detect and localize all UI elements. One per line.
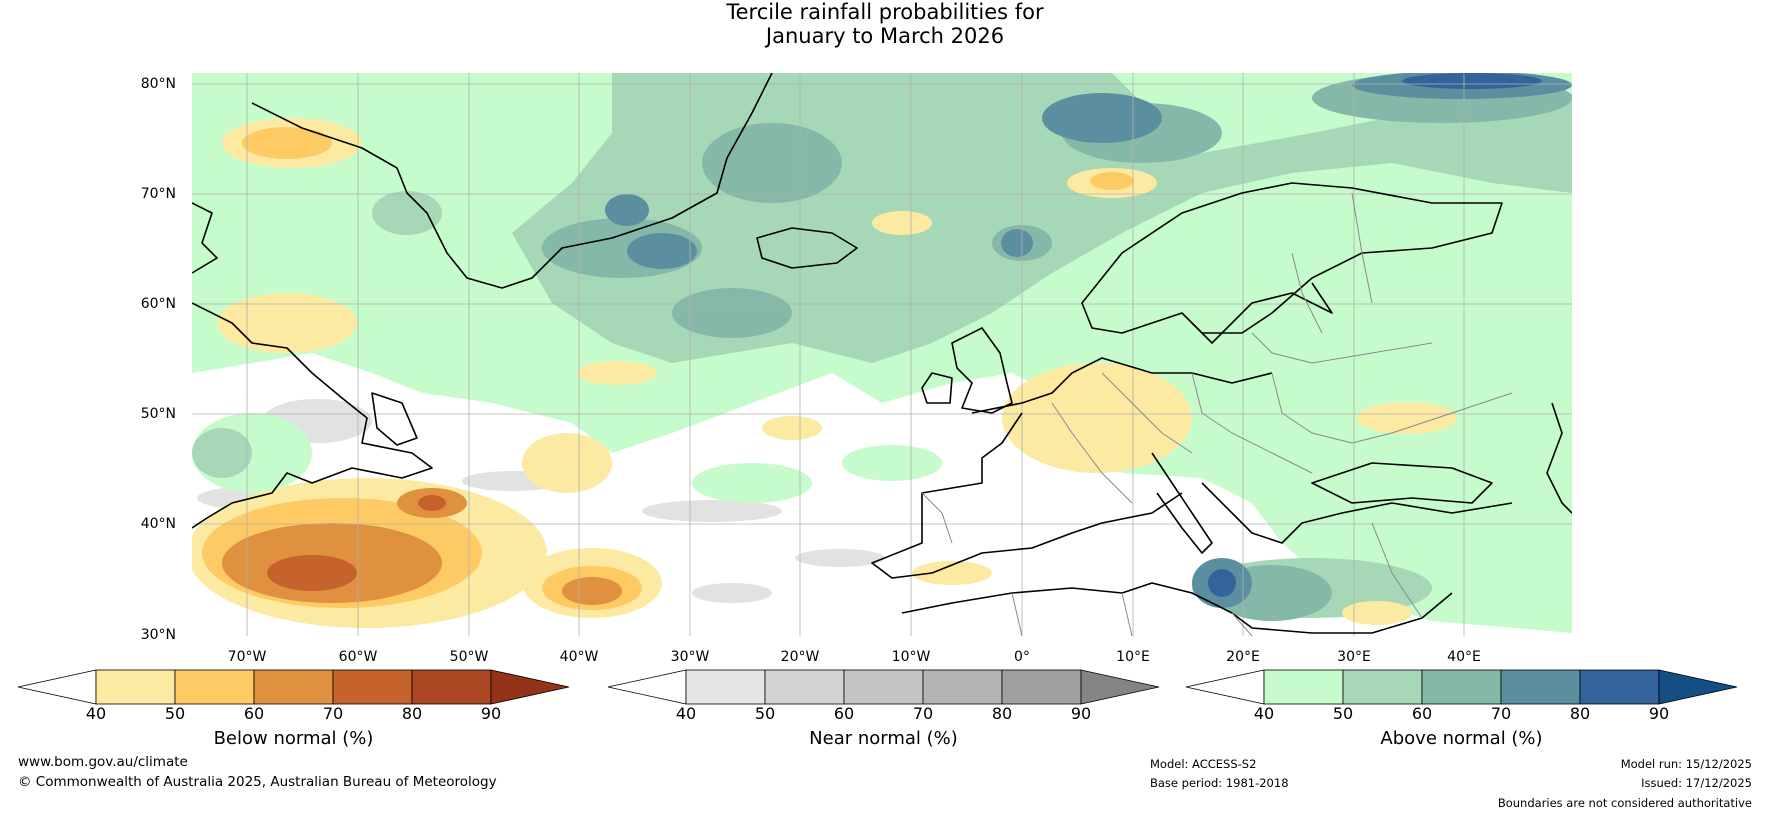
colorbar-high-extend [1080,669,1160,705]
colorbar-tick-label: 40 [1253,704,1275,723]
colorbar-segment [764,669,845,705]
copyright-text: © Commonwealth of Australia 2025, Austra… [18,774,497,790]
colorbar-segment [174,669,255,705]
colorbar-tick-label: 90 [480,704,502,723]
model-text: Model: ACCESS-S2 [1150,757,1257,771]
longitude-label: 60°W [338,649,378,665]
colorbar-segment [1421,669,1502,705]
colorbar-tick-label: 60 [833,704,855,723]
issued-text: Issued: 17/12/2025 [1641,776,1752,790]
colorbar-low-extend [1185,669,1265,705]
rainfall-probability-map [192,73,1572,636]
colorbar-segment [1579,669,1660,705]
colorbar-tick-label: 80 [401,704,423,723]
colorbar-high-extend [490,669,570,705]
colorbar-label: Near normal (%) [809,728,958,749]
longitude-label: 30°E [1337,649,1371,665]
colorbar-low-extend [607,669,687,705]
colorbar-tick-label: 90 [1070,704,1092,723]
title-line-2: January to March 2026 [765,24,1005,48]
above-normal-80-90 [1208,73,1542,597]
model-run-text: Model run: 15/12/2025 [1620,757,1752,771]
disclaimer-text: Boundaries are not considered authoritat… [1497,796,1752,810]
colorbar-tick-label: 80 [991,704,1013,723]
longitude-label: 20°W [780,649,820,665]
colorbar-label: Below normal (%) [213,728,374,749]
colorbar-tick-label: 40 [85,704,107,723]
longitude-label: 40°W [559,649,599,665]
title-line-1: Tercile rainfall probabilities for [726,0,1044,24]
colorbar-tick-label: 50 [754,704,776,723]
colorbar-tick-label: 90 [1648,704,1670,723]
colorbar-segment [843,669,924,705]
colorbar-segment [411,669,492,705]
colorbar-segment [1001,669,1082,705]
longitude-label: 40°E [1447,649,1481,665]
latitude-label: 30°N [140,627,176,643]
colorbar-segment [1263,669,1344,705]
colorbar-above-normal: 40 50 60 70 80 90 Above normal (%) [1185,665,1738,755]
colorbar-tick-label: 80 [1569,704,1591,723]
colorbar-segment [332,669,413,705]
colorbar-segment [922,669,1003,705]
colorbar-high-extend [1658,669,1738,705]
colorbar-segment [1500,669,1581,705]
latitude-label: 80°N [140,76,176,92]
colorbar-segment [1342,669,1423,705]
colorbar-tick-label: 60 [1411,704,1433,723]
latitude-label: 60°N [140,296,176,312]
country-borders [921,192,1513,636]
colorbar-segment [253,669,334,705]
colorbar-segment [685,669,766,705]
colorbar-tick-label: 70 [912,704,934,723]
colorbar-tick-label: 50 [164,704,186,723]
base-period-text: Base period: 1981-2018 [1150,776,1289,790]
longitude-label: 0° [1014,649,1030,665]
longitude-label: 70°W [227,649,267,665]
longitude-label: 30°W [670,649,710,665]
colorbar-tick-label: 40 [675,704,697,723]
colorbar-tick-label: 70 [1490,704,1512,723]
below-normal-70-80 [267,495,446,591]
colorbar-label: Above normal (%) [1380,728,1543,749]
colorbar-segment [95,669,176,705]
coastlines [192,73,1572,634]
longitude-label: 10°W [891,649,931,665]
map-gridlines [192,73,1572,636]
latitude-label: 50°N [140,406,176,422]
colorbar-tick-label: 50 [1332,704,1354,723]
colorbar-tick-label: 70 [322,704,344,723]
longitude-label: 50°W [449,649,489,665]
longitude-label: 10°E [1116,649,1150,665]
colorbar-near-normal: 40 50 60 70 80 90 Near normal (%) [607,665,1160,755]
map-title: Tercile rainfall probabilities for Janua… [0,0,1770,48]
latitude-label: 40°N [140,516,176,532]
colorbar-below-normal: 40 50 60 70 80 90 Below normal (%) [17,665,570,755]
latitude-label: 70°N [140,186,176,202]
colorbar-low-extend [17,669,97,705]
longitude-label: 20°E [1226,649,1260,665]
website-text: www.bom.gov.au/climate [18,754,188,770]
colorbar-tick-label: 60 [243,704,265,723]
